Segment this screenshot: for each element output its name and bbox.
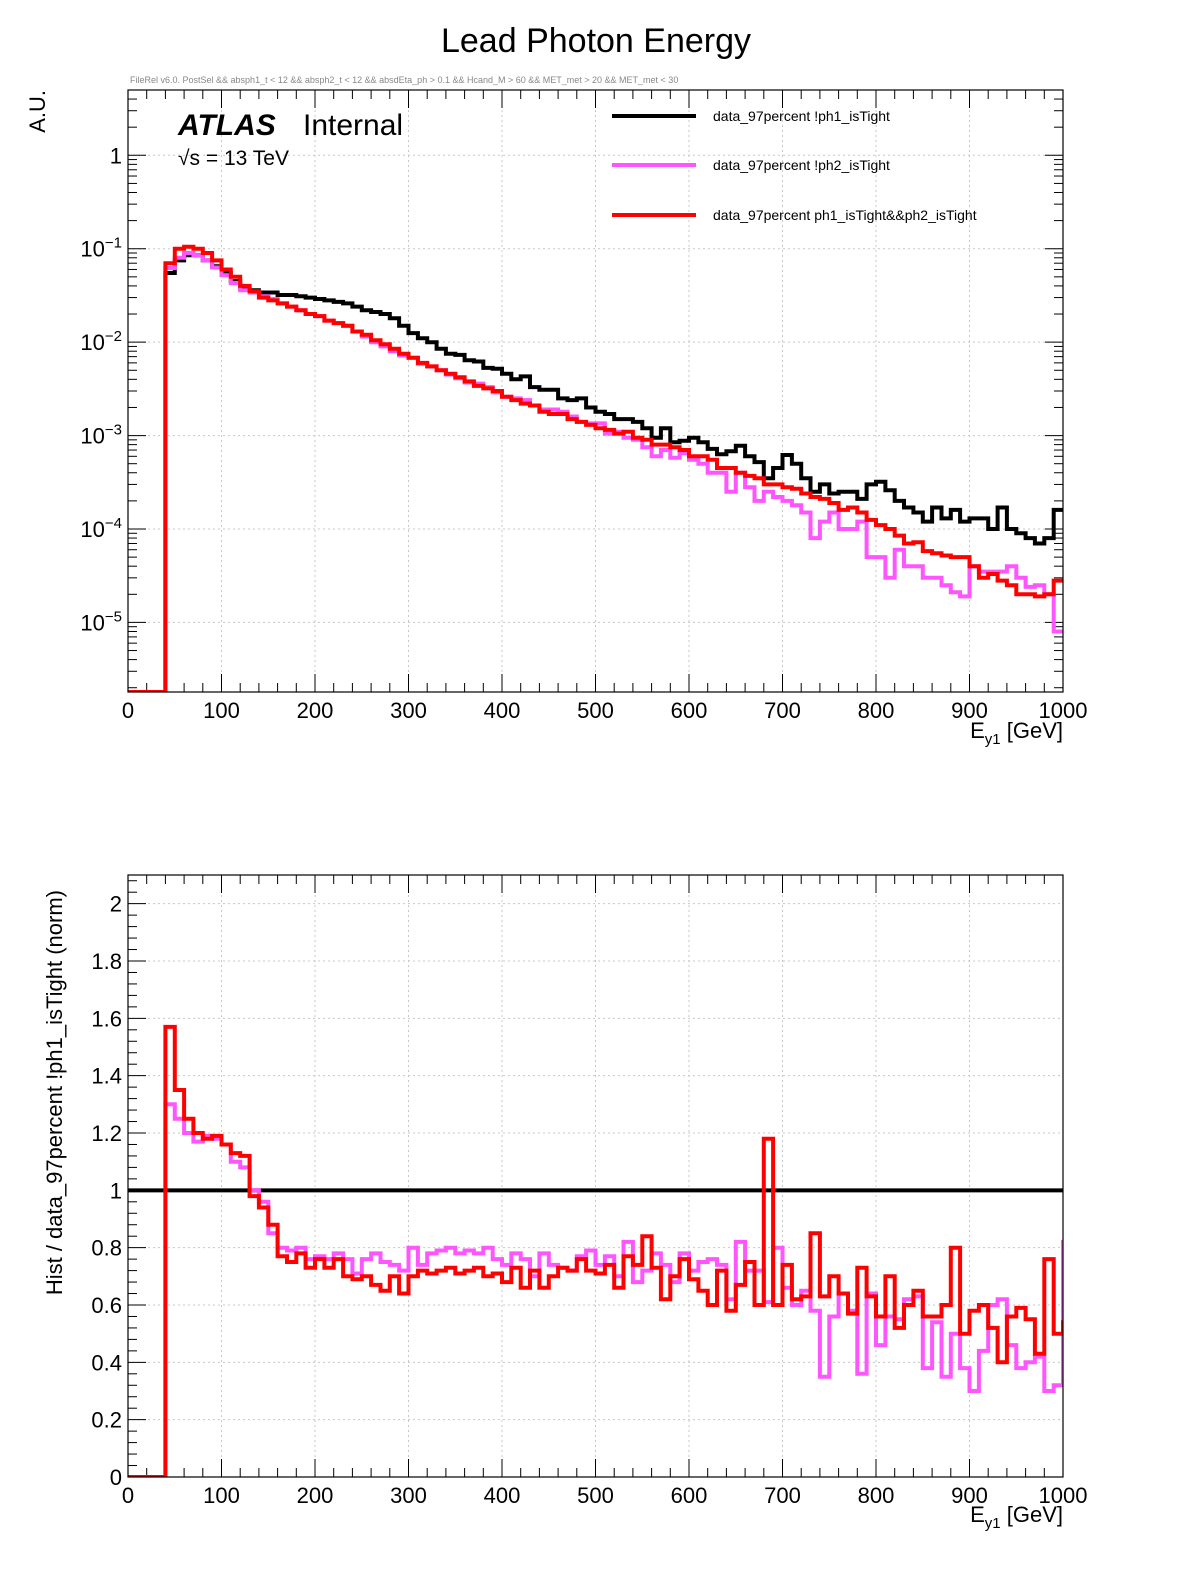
y-axis-label: A.U. bbox=[25, 90, 50, 133]
x-tick-label: 700 bbox=[764, 1483, 801, 1508]
x-tick-label: 200 bbox=[297, 1483, 334, 1508]
y-tick-label: 1.8 bbox=[91, 949, 122, 974]
x-tick-label: 1000 bbox=[1039, 698, 1088, 723]
figure-title: Lead Photon Energy bbox=[441, 22, 751, 60]
y-tick-label: 10−3 bbox=[80, 422, 122, 449]
y-tick-label: 0.4 bbox=[91, 1350, 122, 1375]
cut-string: FileRel v6.0. PostSel && absph1_t < 12 &… bbox=[130, 75, 678, 85]
y-tick-label: 10−5 bbox=[80, 608, 122, 635]
y-tick-label: 10−4 bbox=[80, 515, 122, 542]
y-tick-label: 0.6 bbox=[91, 1293, 122, 1318]
x-axis-label: Ey1 [GeV] bbox=[970, 718, 1063, 748]
x-tick-label: 0 bbox=[122, 1483, 134, 1508]
x-tick-label: 0 bbox=[122, 698, 134, 723]
y-tick-label: 1 bbox=[110, 143, 122, 168]
x-tick-label: 200 bbox=[297, 698, 334, 723]
y-tick-label: 0.8 bbox=[91, 1236, 122, 1261]
plot-frame bbox=[127, 874, 1064, 1478]
x-tick-label: 100 bbox=[203, 698, 240, 723]
x-tick-label: 300 bbox=[390, 1483, 427, 1508]
series-line-0 bbox=[128, 1102, 1063, 1477]
x-tick-label: 800 bbox=[858, 698, 895, 723]
y-tick-label: 1.6 bbox=[91, 1006, 122, 1031]
legend-entry-magenta: data_97percent !ph2_isTight bbox=[713, 157, 890, 173]
legend-entry-black: data_97percent !ph1_isTight bbox=[713, 108, 890, 124]
plot-frame bbox=[127, 89, 1064, 693]
x-tick-label: 300 bbox=[390, 698, 427, 723]
legend: data_97percent !ph1_isTight data_97perce… bbox=[612, 108, 977, 223]
y-tick-label: 1.4 bbox=[91, 1064, 122, 1089]
series-line-0 bbox=[128, 253, 1063, 692]
series-line-1 bbox=[128, 1024, 1063, 1477]
x-tick-label: 900 bbox=[951, 698, 988, 723]
x-axis-label: Ey1 [GeV] bbox=[970, 1502, 1063, 1532]
x-tick-label: 100 bbox=[203, 1483, 240, 1508]
y-tick-label: 10−2 bbox=[80, 328, 122, 355]
top-plot-panel: 0 100 200 300 400 500 600 700 800 900 1000 1 10−1 10−… bbox=[25, 89, 1088, 748]
x-tick-label: 600 bbox=[671, 1483, 708, 1508]
y-tick-label: 0.2 bbox=[91, 1408, 122, 1433]
x-tick-label: 400 bbox=[484, 1483, 521, 1508]
atlas-label: ATLAS bbox=[177, 109, 276, 142]
x-tick-label: 400 bbox=[484, 698, 521, 723]
x-tick-label: 600 bbox=[671, 698, 708, 723]
atlas-status: Internal bbox=[303, 109, 403, 142]
x-tick-label: 1000 bbox=[1039, 1483, 1088, 1508]
atlas-label-block: ATLAS Internal √s = 13 TeV bbox=[177, 109, 403, 170]
y-axis-label: Hist / data_97percent !ph1_isTight (norm… bbox=[42, 890, 67, 1295]
y-tick-label: 0 bbox=[110, 1465, 122, 1490]
bottom-plot-panel: 0 100 200 300 400 500 600 700 800 900 1000 0 0.2 0.4 0… bbox=[42, 874, 1088, 1532]
x-tick-label: 900 bbox=[951, 1483, 988, 1508]
x-tick-label: 800 bbox=[858, 1483, 895, 1508]
y-tick-label: 2 bbox=[110, 892, 122, 917]
legend-entry-red: data_97percent ph1_isTight&&ph2_isTight bbox=[713, 207, 977, 223]
y-tick-label: 1.2 bbox=[91, 1121, 122, 1146]
x-tick-label: 500 bbox=[577, 698, 614, 723]
x-tick-label: 500 bbox=[577, 1483, 614, 1508]
x-tick-label: 700 bbox=[764, 698, 801, 723]
energy-label: √s = 13 TeV bbox=[178, 147, 289, 170]
y-tick-label: 1 bbox=[110, 1178, 122, 1203]
series-line-2 bbox=[128, 244, 1063, 692]
y-tick-label: 10−1 bbox=[80, 235, 122, 262]
